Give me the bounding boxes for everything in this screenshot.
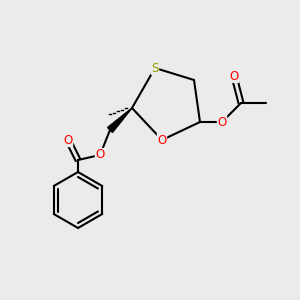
Polygon shape bbox=[107, 108, 132, 133]
Text: O: O bbox=[158, 134, 166, 146]
Text: O: O bbox=[95, 148, 105, 161]
Text: S: S bbox=[151, 61, 159, 74]
Text: O: O bbox=[230, 70, 238, 83]
Text: O: O bbox=[63, 134, 73, 146]
Text: O: O bbox=[218, 116, 226, 128]
